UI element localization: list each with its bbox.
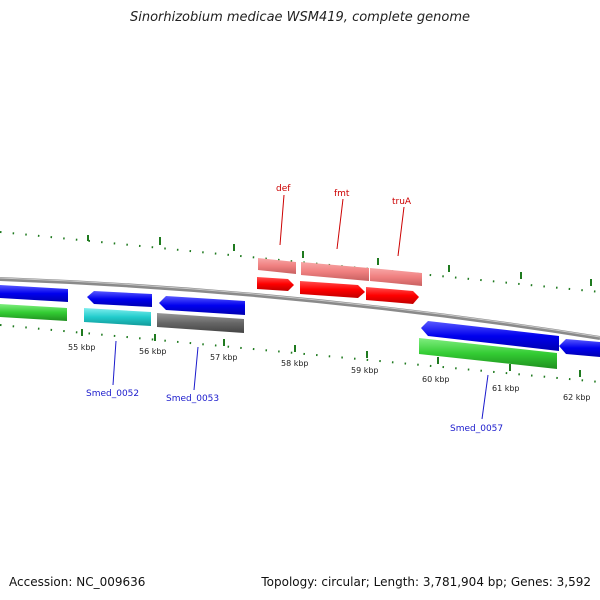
feature-fmt-pink[interactable] bbox=[301, 262, 369, 281]
kbp-label-57: 57 kbp bbox=[210, 353, 238, 362]
summary-text: Topology: circular; Length: 3,781,904 bp… bbox=[261, 575, 591, 589]
svg-text:def: def bbox=[276, 184, 291, 194]
kbp-label-56: 56 kbp bbox=[139, 347, 167, 356]
feature-right-blue-arrow[interactable] bbox=[559, 339, 600, 357]
feature-def-red-arrow[interactable] bbox=[257, 277, 294, 291]
feature-left-green[interactable] bbox=[0, 304, 67, 321]
kbp-label-62: 62 kbp bbox=[563, 393, 591, 402]
gene-label-smed-0052[interactable]: Smed_0052 bbox=[86, 340, 139, 399]
svg-text:Smed_0053: Smed_0053 bbox=[166, 394, 219, 404]
svg-text:Smed_0052: Smed_0052 bbox=[86, 389, 139, 399]
feature-smed-0052-cyan[interactable] bbox=[84, 308, 151, 326]
kbp-label-60: 60 kbp bbox=[422, 375, 450, 384]
feature-smed-0052-blue-arrow[interactable] bbox=[87, 291, 152, 307]
accession-text: Accession: NC_009636 bbox=[9, 575, 146, 589]
feature-smed-0057-green[interactable] bbox=[419, 338, 557, 369]
feature-smed-0053-grey[interactable] bbox=[157, 313, 244, 333]
feature-fmt-red-arrow[interactable] bbox=[300, 281, 365, 298]
kbp-label-61: 61 kbp bbox=[492, 384, 520, 393]
feature-left-blue[interactable] bbox=[0, 285, 68, 302]
feature-truA-pink[interactable] bbox=[370, 268, 422, 286]
kbp-label-59: 59 kbp bbox=[351, 366, 379, 375]
outer-major-ticks bbox=[87, 235, 592, 286]
kbp-label-58: 58 kbp bbox=[281, 359, 309, 368]
feature-def-pink[interactable] bbox=[258, 258, 296, 274]
gene-label-truA[interactable]: truA bbox=[392, 197, 412, 257]
page-title: Sinorhizobium medicae WSM419, complete g… bbox=[129, 10, 471, 25]
genome-backbone bbox=[0, 277, 600, 340]
svg-text:Smed_0057: Smed_0057 bbox=[450, 424, 503, 434]
gene-label-smed-0057[interactable]: Smed_0057 bbox=[450, 374, 503, 434]
svg-text:fmt: fmt bbox=[334, 189, 350, 199]
gene-label-fmt[interactable]: fmt bbox=[334, 189, 350, 250]
feature-smed-0057-blue-arrow[interactable] bbox=[421, 321, 559, 351]
kbp-label-55: 55 kbp bbox=[68, 343, 96, 352]
feature-truA-red-arrow[interactable] bbox=[366, 287, 419, 304]
svg-text:truA: truA bbox=[392, 197, 412, 207]
gene-label-def[interactable]: def bbox=[276, 184, 291, 246]
inner-major-ticks bbox=[81, 329, 581, 377]
gene-label-smed-0053[interactable]: Smed_0053 bbox=[166, 346, 219, 404]
feature-smed-0053-blue-arrow[interactable] bbox=[159, 296, 245, 315]
